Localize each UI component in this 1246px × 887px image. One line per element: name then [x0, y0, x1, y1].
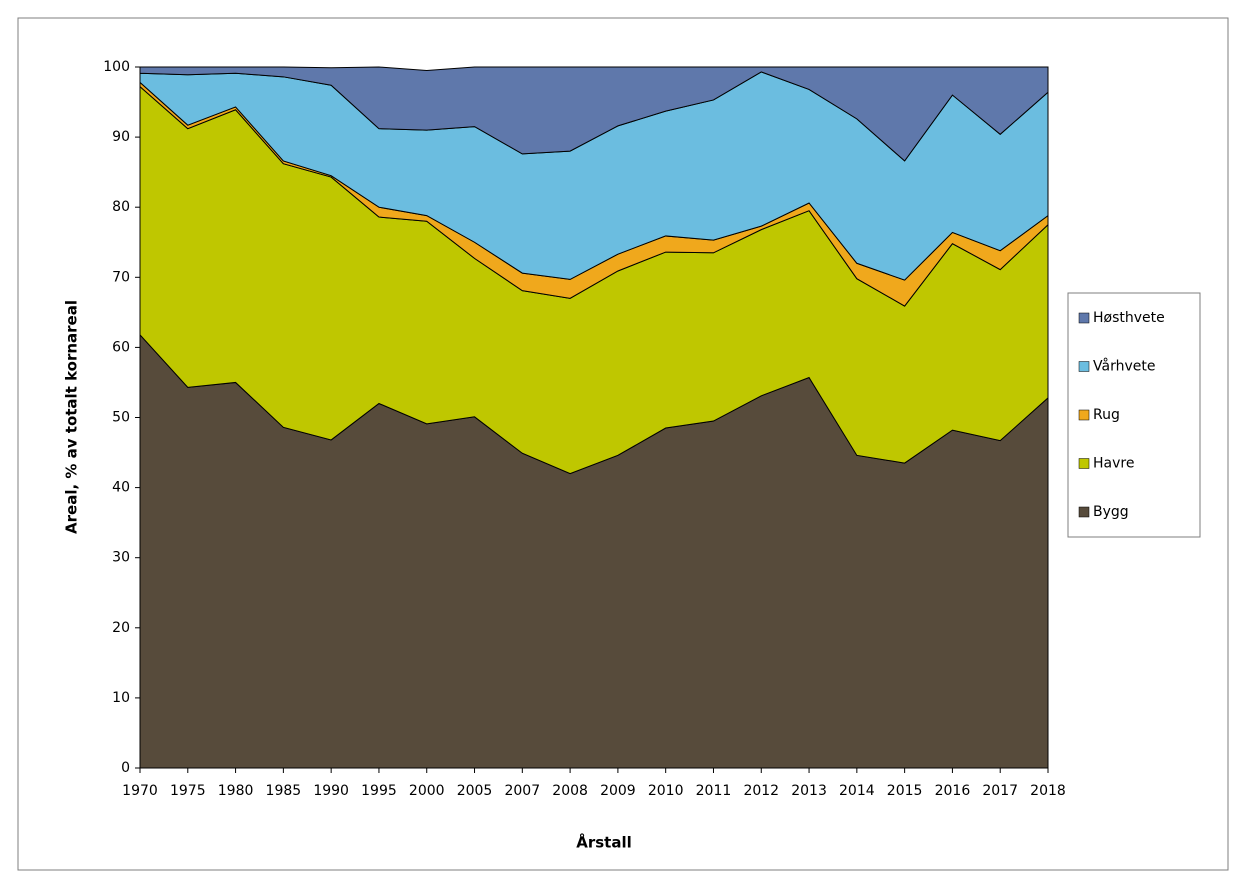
- y-tick-label: 40: [112, 480, 130, 496]
- legend-label: Havre: [1093, 456, 1134, 472]
- y-axis-title: Areal, % av totalt kornareal: [63, 300, 81, 534]
- legend: Høsthvete Vårhvete Rug Havre Bygg: [1078, 310, 1165, 520]
- legend-label: Vårhvete: [1093, 358, 1155, 375]
- y-tick-label: 20: [112, 620, 130, 636]
- x-tick-label: 2016: [935, 783, 971, 799]
- legend-swatch: [1078, 506, 1090, 518]
- x-tick-label: 2015: [887, 783, 923, 799]
- x-tick-label: 2011: [696, 783, 732, 799]
- legend-box: [1067, 292, 1201, 538]
- x-tick-label: 1990: [313, 783, 349, 799]
- y-tick-label: 0: [121, 760, 130, 776]
- x-tick-label: 2014: [839, 783, 875, 799]
- x-tick-label: 2008: [552, 783, 588, 799]
- x-tick-label: 1980: [218, 783, 254, 799]
- legend-label: Bygg: [1093, 504, 1129, 520]
- x-tick-label: 2005: [457, 783, 493, 799]
- x-tick-label: 2010: [648, 783, 684, 799]
- legend-label: Høsthvete: [1093, 310, 1165, 326]
- x-tick-label: 2000: [409, 783, 445, 799]
- area: [139, 66, 1049, 162]
- x-tick-label: 1970: [122, 783, 158, 799]
- x-tick-label: 2017: [982, 783, 1018, 799]
- y-tick-label: 90: [112, 129, 130, 145]
- plot-area: [139, 66, 1049, 769]
- legend-label: Rug: [1093, 407, 1120, 423]
- x-tick-label: 1975: [170, 783, 206, 799]
- y-tick-label: 30: [112, 550, 130, 566]
- x-tick-label: 1995: [361, 783, 397, 799]
- y-tick-label: 70: [112, 269, 130, 285]
- y-tick-label: 80: [112, 199, 130, 215]
- legend-swatch: [1078, 361, 1090, 372]
- legend-swatch: [1078, 409, 1090, 421]
- x-tick-label: 2013: [791, 783, 827, 799]
- x-tick-label: 2012: [743, 783, 779, 799]
- x-tick-label: 2009: [600, 783, 636, 799]
- x-tick-label: 2007: [504, 783, 540, 799]
- y-tick-label: 100: [103, 59, 130, 75]
- y-tick-label: 60: [112, 339, 130, 355]
- legend-swatch: [1078, 458, 1090, 469]
- x-tick-label: 1985: [266, 783, 302, 799]
- legend-swatch: [1078, 312, 1090, 324]
- y-tick-label: 50: [112, 410, 130, 426]
- x-axis-title: Årstall: [576, 833, 632, 852]
- y-tick-label: 10: [112, 690, 130, 706]
- x-tick-label: 2018: [1030, 783, 1066, 799]
